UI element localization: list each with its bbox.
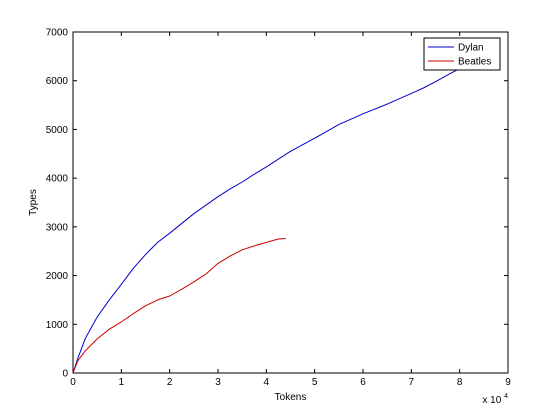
x-tick-label: 3: [215, 377, 221, 388]
x-tick-label: 7: [409, 377, 415, 388]
series-layer: [72, 65, 470, 374]
x-tick-label: 2: [167, 377, 173, 388]
axes: 0 1 2 3 4 5 6 7 8 9 0 1000 2000 3000 4000 5000 6000 7000: [46, 28, 511, 389]
x-tick-label: 9: [505, 377, 511, 388]
y-tick-label: 1000: [46, 320, 69, 331]
series-line-dylan: [72, 65, 470, 374]
y-tick-label: 6000: [46, 76, 69, 87]
y-tick-label: 2000: [46, 271, 69, 282]
x-tick-label: 6: [360, 377, 366, 388]
y-tick-label: 4000: [46, 174, 69, 185]
series-line-beatles: [72, 238, 286, 374]
y-tick-label: 3000: [46, 222, 69, 233]
x-tick-label: 4: [264, 377, 270, 388]
x-axis-label: Tokens: [275, 392, 307, 403]
x-tick-label: 0: [70, 377, 76, 388]
x-tick-label: 8: [457, 377, 463, 388]
x-multiplier-label: x 10 4: [482, 393, 508, 406]
legend-label-dylan: Dylan: [458, 43, 484, 54]
plot-frame: [72, 31, 509, 374]
legend: Dylan Beatles: [423, 37, 501, 71]
x-multiplier-base: x 10: [482, 395, 501, 406]
y-axis-label: Types: [28, 189, 39, 216]
y-tick-label: 0: [62, 369, 68, 380]
x-multiplier-exponent: 4: [504, 393, 508, 400]
labels: Tokens Types x 10 4: [28, 189, 508, 406]
legend-label-beatles: Beatles: [458, 57, 491, 68]
y-tick-label: 5000: [46, 125, 69, 136]
y-tick-label: 7000: [46, 28, 69, 39]
x-tick-label: 1: [119, 377, 125, 388]
legend-box: [423, 37, 501, 71]
x-tick-label: 5: [312, 377, 318, 388]
